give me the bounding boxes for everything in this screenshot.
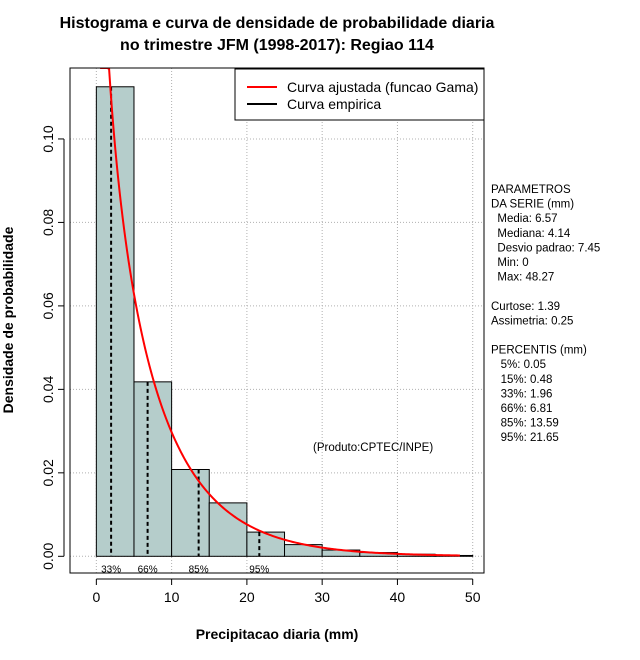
- y-tick-label: 0.06: [40, 292, 56, 319]
- stats-line: 85%: 13.59: [491, 418, 559, 430]
- stats-line: Curtose: 1.39: [491, 301, 560, 313]
- y-tick-label: 0.02: [40, 459, 56, 486]
- stats-line: Assimetria: 0.25: [491, 315, 573, 327]
- stats-line: 5%: 0.05: [491, 359, 546, 371]
- x-axis: 0 10 20 30 40 50: [92, 578, 481, 605]
- histogram-bar: [246, 531, 286, 557]
- stats-line: PERCENTIS (mm): [491, 345, 587, 357]
- plot-frame: [69, 67, 485, 574]
- x-axis-label: Precipitacao diaria (mm): [196, 626, 359, 642]
- stats-line: 95%: 21.65: [491, 432, 559, 444]
- x-tick-label: 0: [92, 589, 100, 605]
- x-tick-label: 20: [239, 589, 255, 605]
- histogram-bars: [95, 86, 474, 557]
- y-tick-label: 0.04: [40, 376, 56, 403]
- stats-line: 15%: 0.48: [491, 374, 552, 386]
- percentile-marker-label: 66%: [138, 564, 158, 575]
- stats-line: PARAMETROS: [491, 184, 571, 196]
- y-tick-label: 0.00: [40, 542, 56, 569]
- chart-title-line2: no trimestre JFM (1998-2017): Regiao 114: [120, 37, 434, 54]
- chart-title-line1: Histograma e curva de densidade de proba…: [60, 15, 495, 32]
- histogram-bar: [133, 381, 173, 557]
- stats-line: Mediana: 4.14: [491, 228, 571, 240]
- percentile-markers: 33% 66% 85% 95%: [101, 86, 269, 575]
- y-axis: 0.00 0.02 0.04 0.06 0.08 0.10: [40, 125, 65, 570]
- y-axis-label: Densidade de probabilidade: [0, 226, 16, 413]
- grid-lines: [70, 68, 484, 573]
- stats-line: 33%: 1.96: [491, 388, 552, 400]
- x-tick-label: 40: [390, 589, 406, 605]
- stats-line: Min: 0: [491, 257, 529, 269]
- stats-line: DA SERIE (mm): [491, 199, 574, 211]
- stats-line: 66%: 6.81: [491, 403, 552, 415]
- legend-box: [234, 68, 485, 121]
- fitted-gamma-curve: [100, 68, 460, 557]
- x-tick-label: 50: [465, 589, 481, 605]
- y-tick-label: 0.10: [40, 125, 56, 152]
- y-tick-label: 0.08: [40, 209, 56, 236]
- series-statistics: PARAMETROS DA SERIE (mm) Media: 6.57 Medi…: [491, 184, 600, 444]
- legend-fitted-label: Curva ajustada (funcao Gama): [287, 79, 478, 95]
- percentile-marker-label: 33%: [101, 564, 121, 575]
- stats-line: Desvio padrao: 7.45: [491, 242, 600, 254]
- credit-label: (Produto:CPTEC/INPE): [313, 442, 433, 454]
- histogram-bar: [171, 468, 210, 557]
- percentile-marker-label: 95%: [249, 564, 269, 575]
- stats-line: Max: 48.27: [491, 272, 554, 284]
- legend-empirical-label: Curva empirica: [287, 96, 381, 112]
- stats-line: Media: 6.57: [491, 213, 557, 225]
- histogram-bar: [95, 86, 135, 557]
- percentile-marker-label: 85%: [189, 564, 209, 575]
- x-tick-label: 10: [164, 589, 180, 605]
- x-tick-label: 30: [314, 589, 330, 605]
- legend: Curva ajustada (funcao Gama) Curva empir…: [234, 68, 485, 121]
